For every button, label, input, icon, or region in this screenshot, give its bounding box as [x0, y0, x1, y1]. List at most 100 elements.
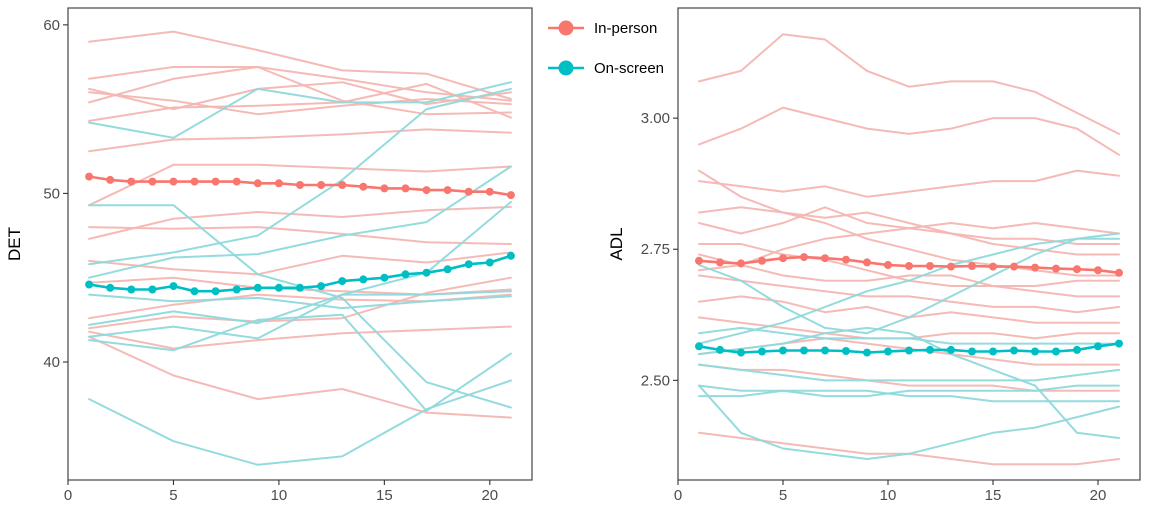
individual-line-on-screen — [88, 290, 512, 326]
individual-line-in-person — [88, 81, 512, 111]
mean-point-in-person — [485, 187, 494, 196]
mean-point-in-person — [106, 175, 115, 184]
mean-point-on-screen — [232, 285, 241, 294]
individual-line-in-person — [88, 82, 512, 122]
individual-line-in-person — [88, 128, 512, 153]
mean-point-on-screen — [464, 260, 473, 269]
y-tick-label: 2.75 — [641, 241, 670, 258]
legend-key-dot — [558, 60, 574, 76]
mean-point-in-person — [148, 177, 157, 186]
mean-point-in-person — [926, 262, 934, 270]
mean-point-on-screen — [296, 283, 304, 292]
panel-det: 0 5 10 15 20 40 50 60 DET — [5, 7, 533, 504]
mean-point-in-person — [443, 186, 452, 195]
panel-adl: 0 5 10 15 20 2.50 2.75 3.00 ADL — [607, 7, 1141, 504]
y-axis-title: ADL — [607, 227, 626, 260]
y-tick-label: 40 — [43, 354, 60, 371]
legend-item-in-person: In-person — [548, 20, 657, 37]
individual-line-on-screen — [698, 384, 1120, 460]
mean-point-on-screen — [506, 251, 515, 260]
individual-line-in-person — [88, 66, 512, 116]
individual-line-on-screen — [698, 237, 1120, 345]
x-tick-label: 15 — [985, 487, 1002, 504]
x-tick-label: 5 — [779, 487, 787, 504]
mean-point-in-person — [380, 184, 389, 193]
legend-label: On-screen — [594, 60, 664, 77]
mean-point-in-person — [779, 254, 787, 263]
mean-point-on-screen — [737, 348, 745, 357]
x-tick-label: 20 — [481, 487, 498, 504]
mean-point-on-screen — [947, 345, 955, 354]
individual-line-on-screen — [88, 204, 512, 409]
x-tick-label: 10 — [880, 487, 897, 504]
mean-point-in-person — [1031, 263, 1039, 272]
mean-point-in-person — [127, 177, 136, 186]
individual-line-on-screen — [88, 200, 512, 340]
individual-line-in-person — [88, 226, 512, 245]
legend-label: In-person — [594, 20, 657, 37]
legend-key-dot — [558, 20, 574, 36]
mean-point-in-person — [842, 255, 850, 264]
individual-line-in-person — [88, 205, 512, 240]
mean-point-on-screen — [863, 348, 871, 357]
y-tick-label: 50 — [43, 185, 60, 202]
individual-line-on-screen — [698, 232, 1120, 335]
mean-point-in-person — [863, 258, 871, 267]
mean-point-in-person — [211, 177, 220, 186]
individual-line-in-person — [88, 163, 512, 207]
mean-point-in-person — [1010, 262, 1018, 271]
individual-line-in-person — [88, 335, 512, 419]
mean-point-in-person — [253, 179, 262, 188]
mean-point-on-screen — [106, 283, 115, 292]
panel-border — [67, 7, 533, 481]
mean-point-in-person — [716, 258, 724, 267]
mean-point-on-screen — [380, 273, 389, 282]
mean-point-on-screen — [253, 283, 262, 292]
mean-point-on-screen — [211, 287, 220, 296]
individual-line-in-person — [698, 253, 1120, 287]
mean-point-in-person — [401, 184, 410, 193]
mean-point-in-person — [296, 181, 304, 189]
mean-point-in-person — [884, 261, 892, 269]
individual-line-in-person — [698, 363, 1120, 392]
mean-point-on-screen — [800, 346, 808, 355]
panel-border — [677, 7, 1141, 481]
mean-point-in-person — [422, 186, 431, 195]
x-tick-label: 10 — [271, 487, 288, 504]
mean-point-on-screen — [821, 346, 829, 355]
legend: In-person On-screen — [548, 20, 664, 77]
mean-point-in-person — [169, 177, 178, 186]
mean-point-on-screen — [779, 346, 787, 355]
mean-point-in-person — [989, 262, 997, 271]
mean-point-in-person — [464, 187, 473, 196]
mean-point-on-screen — [716, 345, 724, 354]
mean-point-in-person — [695, 256, 703, 265]
mean-point-on-screen — [758, 347, 766, 356]
mean-point-in-person — [506, 191, 515, 200]
individual-line-on-screen — [88, 87, 512, 266]
mean-point-on-screen — [884, 347, 892, 356]
x-tick-label: 0 — [64, 487, 72, 504]
y-tick-label: 60 — [43, 17, 60, 34]
individual-line-in-person — [698, 33, 1120, 135]
mean-point-on-screen — [1010, 346, 1018, 355]
mean-point-on-screen — [401, 270, 410, 279]
individual-line-in-person — [698, 431, 1120, 466]
mean-point-on-screen — [127, 285, 136, 294]
mean-point-on-screen — [968, 347, 976, 356]
mean-point-in-person — [338, 181, 347, 189]
x-tick-label: 20 — [1090, 487, 1107, 504]
mean-point-on-screen — [1073, 345, 1081, 354]
individual-line-on-screen — [88, 293, 512, 310]
legend-item-on-screen: On-screen — [548, 60, 664, 77]
mean-point-on-screen — [1115, 339, 1123, 348]
mean-point-on-screen — [695, 342, 703, 351]
mean-point-on-screen — [148, 285, 157, 294]
mean-point-in-person — [359, 182, 368, 191]
mean-point-on-screen — [274, 283, 283, 292]
individual-line-in-person — [698, 206, 1120, 256]
mean-point-on-screen — [443, 265, 452, 274]
mean-point-in-person — [1052, 264, 1060, 273]
x-tick-label: 5 — [169, 487, 177, 504]
